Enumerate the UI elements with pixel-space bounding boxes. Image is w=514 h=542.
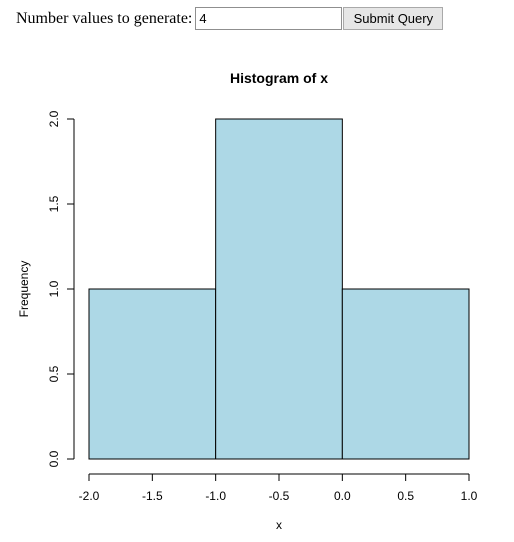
y-tick-label: 0.0 (47, 450, 61, 467)
x-tick-label: -0.5 (269, 489, 290, 503)
chart-title: Histogram of x (230, 70, 328, 86)
y-axis: 0.0 0.5 1.0 1.5 2.0 (47, 110, 75, 467)
histogram-bar (341, 288, 470, 460)
x-tick-label: -2.0 (79, 489, 100, 503)
histogram-bar (88, 288, 217, 460)
y-tick-label: 2.0 (47, 110, 61, 127)
x-tick-label: -1.5 (142, 489, 163, 503)
count-prompt-label: Number values to generate: (16, 10, 193, 27)
y-tick-label: 1.5 (47, 195, 61, 212)
x-axis-label: x (276, 518, 282, 532)
x-tick-label: -1.0 (205, 489, 226, 503)
y-axis-label: Frequency (17, 261, 31, 318)
x-tick-label: 0.0 (334, 489, 351, 503)
x-tick-label: 1.0 (461, 489, 478, 503)
y-tick-label: 0.5 (47, 365, 61, 382)
count-input[interactable] (195, 7, 343, 30)
histogram-bars (88, 118, 470, 460)
x-tick-label: 0.5 (397, 489, 414, 503)
generate-form: Number values to generate: Submit Query (16, 7, 444, 30)
x-axis: -2.0 -1.5 -1.0 -0.5 0.0 0.5 1.0 (79, 473, 478, 503)
histogram-bar (215, 118, 343, 460)
y-tick-label: 1.0 (47, 280, 61, 297)
submit-query-button[interactable]: Submit Query (343, 7, 444, 30)
